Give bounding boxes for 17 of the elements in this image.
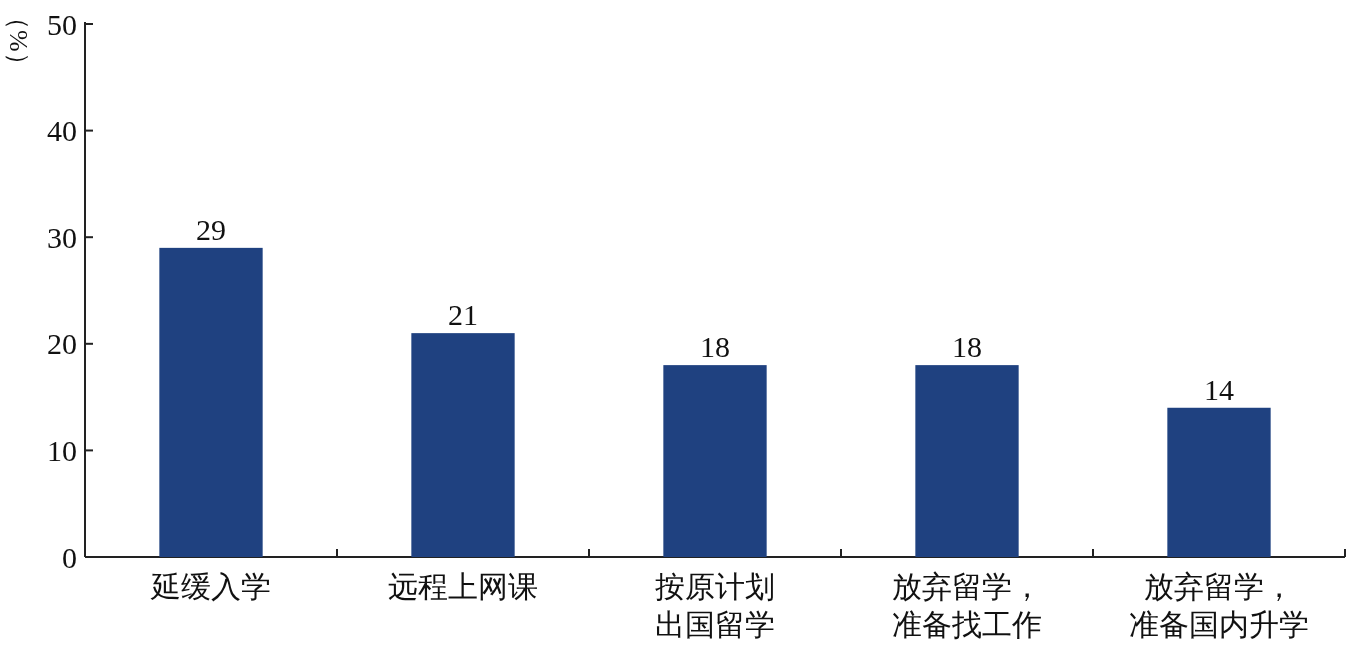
y-axis-title: （%） <box>4 4 33 78</box>
y-tick-label: 0 <box>62 540 77 574</box>
data-label: 21 <box>448 298 478 332</box>
y-tick-label: 20 <box>47 327 77 361</box>
y-tick-label: 10 <box>47 433 77 467</box>
y-tick-label: 40 <box>47 114 77 148</box>
x-tick-label: 延缓入学 <box>150 570 271 603</box>
data-label: 18 <box>700 330 730 364</box>
data-label: 18 <box>952 330 982 364</box>
y-tick-label: 50 <box>47 7 77 41</box>
y-tick-label: 30 <box>47 220 77 254</box>
data-label: 29 <box>196 212 226 246</box>
x-tick-label: 按原计划出国留学 <box>655 570 775 641</box>
x-tick-label: 放弃留学，准备国内升学 <box>1129 570 1309 641</box>
x-tick-label: 远程上网课 <box>388 570 538 603</box>
x-tick-label: 放弃留学，准备找工作 <box>892 570 1042 641</box>
data-label: 14 <box>1204 372 1234 406</box>
